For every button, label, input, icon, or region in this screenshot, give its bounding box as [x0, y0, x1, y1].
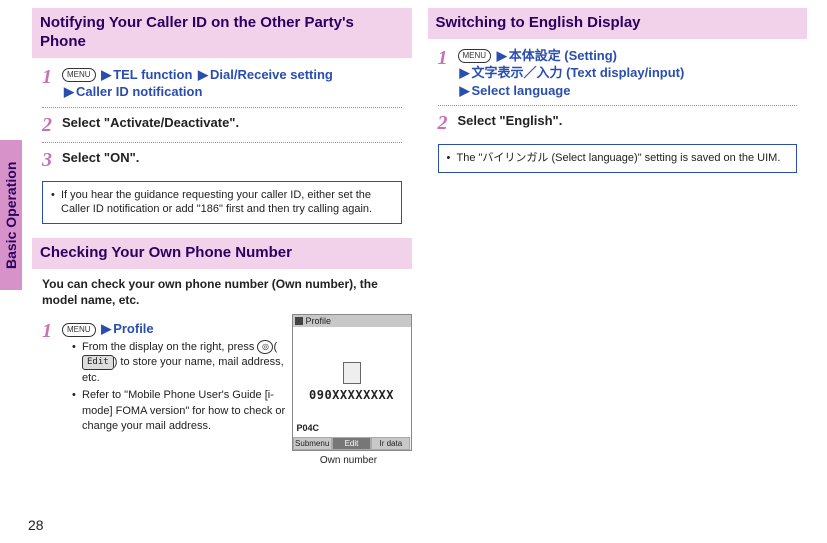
phone-caption: Own number — [286, 455, 412, 466]
phone-number: 090XXXXXXXX — [309, 388, 394, 402]
divider — [42, 142, 402, 143]
section-title-own-number: Checking Your Own Phone Number — [32, 238, 412, 269]
step-number: 2 — [438, 112, 458, 134]
arrow-icon: ▶ — [198, 66, 208, 84]
step-number: 1 — [42, 66, 62, 101]
divider — [438, 105, 798, 106]
step-segment: TEL function — [113, 67, 192, 82]
menu-icon: MENU — [62, 68, 96, 82]
softkey-right: Ir data — [371, 437, 410, 450]
bullet-dot: • — [51, 188, 61, 218]
antenna-icon — [295, 317, 303, 325]
sub-bullet: Refer to "Mobile Phone User's Guide [i-m… — [82, 388, 286, 434]
arrow-icon: ▶ — [460, 64, 470, 82]
note-box-english: • The "バイリンガル (Select language)" setting… — [438, 144, 798, 173]
step-segment: Profile — [113, 321, 153, 336]
step-number: 2 — [42, 114, 62, 136]
step-segment: Select language — [472, 83, 571, 98]
step-3-caller-id: 3 Select "ON". — [42, 149, 412, 171]
arrow-icon: ▶ — [101, 320, 111, 338]
phone-model: P04C — [297, 423, 320, 433]
note-text: The "バイリンガル (Select language)" setting i… — [457, 151, 781, 166]
step-body: MENU ▶Profile • From the display on the … — [62, 320, 286, 436]
step-1-english: 1 MENU ▶本体設定 (Setting) ▶文字表示／入力 (Text di… — [438, 47, 808, 100]
section-intro: You can check your own phone number (Own… — [42, 277, 402, 308]
note-box-caller-id: • If you hear the guidance requesting yo… — [42, 181, 402, 225]
step-body: Select "ON". — [62, 149, 139, 171]
step-segment: Caller ID notification — [76, 84, 202, 99]
arrow-icon: ▶ — [101, 66, 111, 84]
step-1-caller-id: 1 MENU ▶TEL function ▶Dial/Receive setti… — [42, 66, 412, 101]
phone-titlebar: Profile — [293, 315, 411, 327]
arrow-icon: ▶ — [460, 82, 470, 100]
left-column: Notifying Your Caller ID on the Other Pa… — [24, 8, 420, 535]
phone-title: Profile — [306, 316, 332, 326]
step-body: Select "English". — [458, 112, 563, 134]
menu-icon: MENU — [62, 323, 96, 337]
step-2-english: 2 Select "English". — [438, 112, 808, 134]
side-tab-label: Basic Operation — [3, 161, 19, 268]
menu-icon: MENU — [458, 49, 492, 63]
step-number: 1 — [438, 47, 458, 100]
step-body: MENU ▶TEL function ▶Dial/Receive setting… — [62, 66, 333, 101]
step-number: 1 — [42, 320, 62, 436]
note-text: If you hear the guidance requesting your… — [61, 188, 393, 218]
divider — [42, 107, 402, 108]
bullet-dot: • — [72, 388, 82, 434]
bullet-text: From the display on the right, press — [82, 341, 257, 353]
page-number: 28 — [28, 517, 44, 533]
step-segment: 本体設定 (Setting) — [509, 48, 617, 63]
phone-mock: Profile 090XXXXXXXX P04C Submenu Edit Ir… — [292, 314, 412, 451]
edit-badge: Edit — [82, 355, 114, 370]
arrow-icon: ▶ — [64, 83, 74, 101]
section-title-english: Switching to English Display — [428, 8, 808, 39]
right-column: Switching to English Display 1 MENU ▶本体設… — [420, 8, 816, 535]
phone-mock-wrapper: Profile 090XXXXXXXX P04C Submenu Edit Ir… — [286, 314, 412, 466]
sub-bullet: From the display on the right, press ◎(E… — [82, 340, 286, 386]
step-number: 3 — [42, 149, 62, 171]
softkey-center: Edit — [332, 437, 371, 450]
phone-content-icon — [343, 362, 361, 384]
bullet-dot: • — [72, 340, 82, 386]
step-2-caller-id: 2 Select "Activate/Deactivate". — [42, 114, 412, 136]
arrow-icon: ▶ — [497, 47, 507, 65]
side-tab: Basic Operation — [0, 140, 22, 290]
section-title-caller-id: Notifying Your Caller ID on the Other Pa… — [32, 8, 412, 58]
softkey-left: Submenu — [293, 437, 332, 450]
phone-softkeys: Submenu Edit Ir data — [293, 437, 411, 450]
bullet-dot: • — [447, 151, 457, 166]
step-segment: Dial/Receive setting — [210, 67, 333, 82]
phone-content: 090XXXXXXXX P04C — [293, 327, 411, 437]
step-1-profile: 1 MENU ▶Profile • From the display on th… — [42, 320, 286, 436]
step-segment: 文字表示／入力 (Text display/input) — [472, 65, 685, 80]
step-body: Select "Activate/Deactivate". — [62, 114, 239, 136]
camera-icon: ◎ — [257, 340, 273, 354]
step-body: MENU ▶本体設定 (Setting) ▶文字表示／入力 (Text disp… — [458, 47, 685, 100]
